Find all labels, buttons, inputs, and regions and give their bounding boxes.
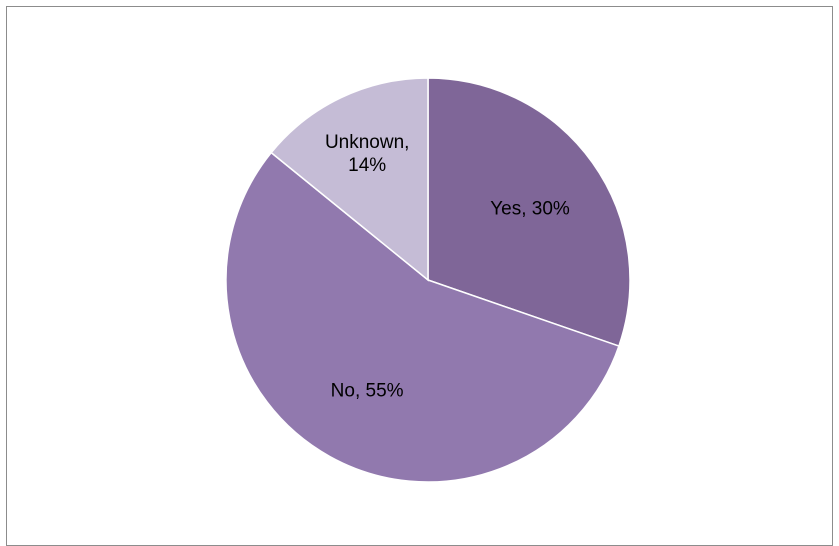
pie-slice-yes xyxy=(427,77,631,348)
pie-label-yes: Yes, 30% xyxy=(490,198,570,219)
pie-slice-unknown xyxy=(270,77,429,282)
pie-slice-no xyxy=(225,151,620,483)
pie-slices xyxy=(225,77,631,483)
pie-label-no: No, 55% xyxy=(331,380,404,401)
pie-labels: Yes, 30% No, 55% Unknown, 14% xyxy=(325,132,570,402)
pie-label-unknown: Unknown, 14% xyxy=(325,132,410,176)
